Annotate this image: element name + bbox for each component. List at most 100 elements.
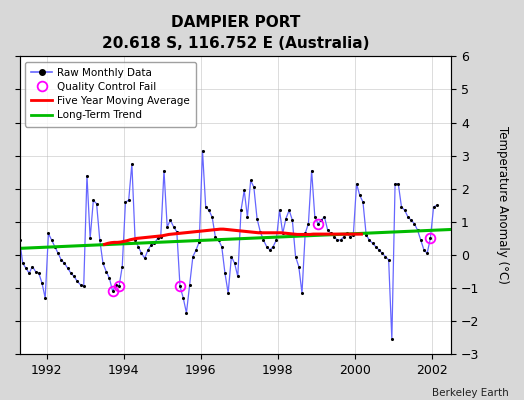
Point [237, 207, 245, 214]
Point [131, 237, 139, 243]
Point [259, 237, 268, 243]
Point [115, 283, 123, 290]
Point [372, 244, 380, 250]
Point [166, 217, 174, 224]
Point [349, 232, 357, 238]
Point [288, 217, 297, 224]
Point [391, 180, 399, 187]
Point [330, 234, 339, 240]
Point [234, 273, 242, 280]
Text: Berkeley Earth: Berkeley Earth [432, 388, 508, 398]
Point [426, 235, 434, 242]
Point [323, 227, 332, 233]
Point [294, 263, 303, 270]
Point [320, 214, 329, 220]
Point [420, 247, 428, 253]
Point [340, 234, 348, 240]
Point [362, 232, 370, 238]
Point [221, 270, 229, 276]
Point [44, 230, 52, 237]
Point [308, 167, 316, 174]
Point [179, 295, 188, 301]
Point [301, 230, 309, 237]
Point [397, 204, 406, 210]
Point [54, 250, 62, 256]
Point [231, 260, 239, 266]
Point [298, 290, 306, 296]
Point [189, 254, 197, 260]
Point [22, 265, 30, 272]
Point [134, 244, 143, 250]
Point [38, 280, 46, 286]
Point [266, 247, 274, 253]
Point [217, 244, 226, 250]
Point [208, 214, 216, 220]
Point [407, 217, 416, 224]
Point [243, 214, 252, 220]
Point [172, 228, 181, 235]
Point [15, 237, 24, 243]
Point [70, 273, 78, 280]
Point [137, 250, 146, 256]
Point [291, 254, 300, 260]
Point [365, 237, 374, 243]
Point [227, 254, 236, 260]
Point [272, 237, 280, 243]
Point [118, 263, 126, 270]
Point [95, 237, 104, 243]
Point [375, 247, 383, 253]
Point [25, 270, 34, 276]
Point [144, 247, 152, 253]
Point [9, 136, 17, 142]
Point [314, 220, 322, 227]
Point [246, 177, 255, 184]
Point [57, 257, 66, 263]
Point [18, 260, 27, 266]
Point [224, 290, 232, 296]
Title: DAMPIER PORT
20.618 S, 116.752 E (Australia): DAMPIER PORT 20.618 S, 116.752 E (Austra… [102, 15, 369, 51]
Point [269, 244, 277, 250]
Point [429, 204, 438, 210]
Point [333, 237, 342, 243]
Point [63, 265, 72, 272]
Point [121, 199, 129, 205]
Point [256, 228, 265, 235]
Point [169, 224, 178, 230]
Point [336, 237, 345, 243]
Point [385, 257, 393, 263]
Point [41, 295, 49, 301]
Point [356, 192, 364, 198]
Legend: Raw Monthly Data, Quality Control Fail, Five Year Moving Average, Long-Term Tren: Raw Monthly Data, Quality Control Fail, … [25, 62, 196, 126]
Point [154, 235, 162, 242]
Point [205, 207, 213, 214]
Point [240, 187, 248, 194]
Point [86, 235, 94, 242]
Point [6, 215, 14, 222]
Point [195, 238, 203, 245]
Point [214, 237, 223, 243]
Point [285, 207, 293, 214]
Point [92, 200, 101, 207]
Point [73, 278, 82, 285]
Point [394, 180, 402, 187]
Point [12, 224, 20, 230]
Point [202, 204, 210, 210]
Point [35, 270, 43, 276]
Point [346, 234, 354, 240]
Point [185, 282, 194, 288]
Point [403, 214, 412, 220]
Point [378, 250, 386, 256]
Point [147, 242, 155, 248]
Point [279, 230, 287, 237]
Point [381, 254, 390, 260]
Point [99, 260, 107, 266]
Y-axis label: Temperature Anomaly (°C): Temperature Anomaly (°C) [496, 126, 509, 284]
Point [150, 240, 159, 246]
Point [105, 275, 114, 281]
Point [160, 167, 168, 174]
Point [176, 283, 184, 290]
Point [413, 227, 422, 233]
Point [253, 215, 261, 222]
Point [198, 148, 206, 154]
Point [282, 215, 290, 222]
